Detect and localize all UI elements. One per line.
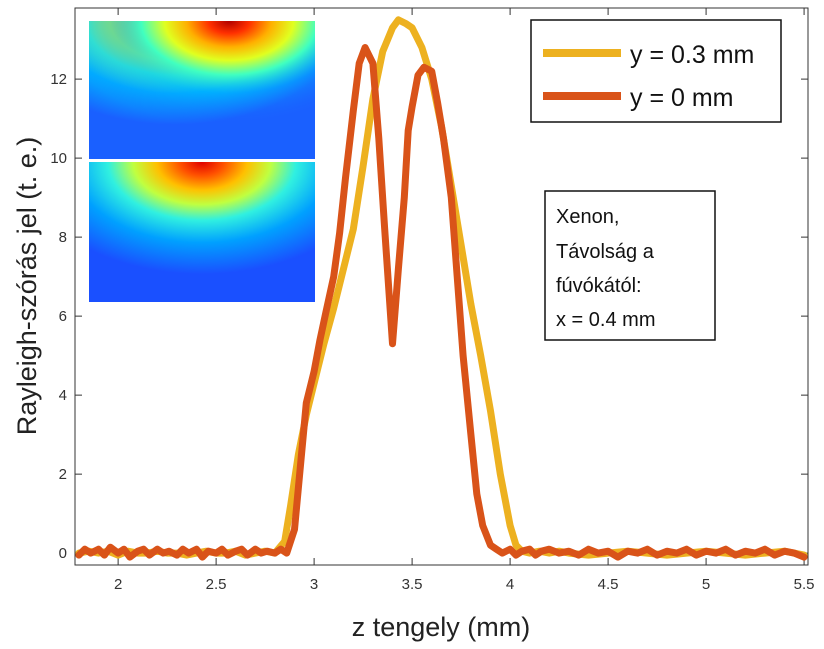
inset-image bbox=[89, 21, 315, 302]
annotation-line-1: Xenon, bbox=[556, 206, 619, 228]
y-tick-label: 4 bbox=[59, 387, 67, 404]
legend-label-series-1: y = 0.3 mm bbox=[630, 41, 754, 69]
y-tick-label: 0 bbox=[59, 545, 67, 562]
legend-box bbox=[530, 19, 782, 123]
annotation-line-3: fúvókától: bbox=[556, 275, 642, 297]
x-tick-label: 5 bbox=[702, 576, 710, 593]
axis-ticks bbox=[75, 8, 808, 565]
annotation-box bbox=[544, 190, 716, 341]
legend: y = 0.3 mm y = 0 mm bbox=[530, 19, 782, 123]
inset-top-panel-right-lobe bbox=[89, 21, 315, 159]
annotation: Xenon, Távolság a fúvókától: x = 0.4 mm bbox=[544, 190, 716, 341]
y-axis-title: Rayleigh-szórás jel (t. e.) bbox=[12, 137, 42, 436]
x-axis-title: z tengely (mm) bbox=[352, 612, 531, 642]
y-tick-label: 6 bbox=[59, 308, 67, 325]
series-lines bbox=[75, 16, 808, 561]
y-tick-label: 8 bbox=[59, 229, 67, 246]
x-tick-label: 4 bbox=[506, 576, 514, 593]
y-tick-label: 10 bbox=[50, 150, 67, 167]
series-line-2 bbox=[75, 44, 808, 561]
x-tick-label: 2 bbox=[114, 576, 122, 593]
tick-labels: 2 2.5 3 3.5 4 4.5 5 5.5 0 2 4 6 8 10 12 bbox=[50, 71, 814, 593]
legend-label-series-2: y = 0 mm bbox=[630, 84, 734, 112]
inset-bottom-panel-plume bbox=[89, 162, 315, 302]
x-tick-label: 5.5 bbox=[794, 576, 815, 593]
inset-divider bbox=[89, 159, 315, 162]
x-tick-label: 2.5 bbox=[206, 576, 227, 593]
x-tick-label: 3.5 bbox=[402, 576, 423, 593]
x-tick-label: 4.5 bbox=[598, 576, 619, 593]
annotation-line-2: Távolság a bbox=[556, 241, 655, 263]
y-tick-label: 12 bbox=[50, 71, 67, 88]
y-tick-label: 2 bbox=[59, 466, 67, 483]
x-tick-label: 3 bbox=[310, 576, 318, 593]
annotation-line-4: x = 0.4 mm bbox=[556, 309, 655, 331]
